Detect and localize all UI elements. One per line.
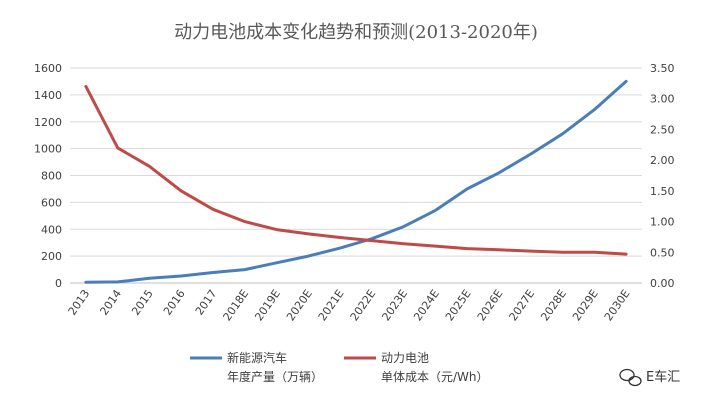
legend-label-production-line2: 年度产量（万辆） <box>227 369 323 384</box>
x-tick-label: 2019E <box>252 287 283 323</box>
left-tick-label: 1400 <box>34 89 62 102</box>
x-tick-label: 2026E <box>475 287 506 323</box>
left-tick-label: 1200 <box>34 116 62 129</box>
right-tick-label: 1.50 <box>650 185 675 198</box>
left-axis-ticks: 0 200 400 600 800 1000 1200 1400 1600 <box>34 62 62 290</box>
x-tick-label: 2017 <box>193 287 220 317</box>
left-tick-label: 200 <box>41 250 62 263</box>
left-tick-label: 800 <box>41 170 62 183</box>
right-tick-label: 0.00 <box>650 277 675 290</box>
x-tick-label: 2020E <box>284 287 315 323</box>
series-lines <box>84 79 628 284</box>
legend: 新能源汽车 年度产量（万辆） 动力电池 单体成本（元/Wh） <box>190 350 489 384</box>
x-tick-label: 2024E <box>411 287 442 323</box>
right-axis-ticks: 0.00 0.50 1.00 1.50 2.00 2.50 3.00 3.50 <box>650 62 675 290</box>
x-tick-label: 2029E <box>570 287 601 323</box>
wechat-icon <box>619 368 642 387</box>
x-tick-label: 2030E <box>602 287 633 323</box>
x-tick-label: 2021E <box>316 287 347 323</box>
x-tick-label: 2027E <box>507 287 538 323</box>
x-axis-ticks: 2013 2014 2015 2016 2017 2018E 2019E 2020E 2021E… <box>66 287 633 323</box>
left-tick-label: 1600 <box>34 62 62 75</box>
right-tick-label: 0.50 <box>650 246 675 259</box>
x-tick-label: 2018E <box>221 287 252 323</box>
x-tick-label: 2023E <box>379 287 410 323</box>
watermark: E车汇 <box>619 368 680 387</box>
right-tick-label: 2.50 <box>650 123 675 136</box>
x-tick-label: 2025E <box>443 287 474 323</box>
right-tick-label: 3.00 <box>650 93 675 106</box>
x-tick-label: 2028E <box>538 287 569 323</box>
legend-label-production-line1: 新能源汽车 <box>227 350 287 365</box>
x-tick-label: 2022E <box>348 287 379 323</box>
series-line-0 <box>84 79 628 284</box>
x-tick-label: 2013 <box>66 287 93 317</box>
x-tick-label: 2016 <box>161 287 188 317</box>
grid-lines <box>70 67 642 284</box>
left-tick-label: 1000 <box>34 143 62 156</box>
right-tick-label: 3.50 <box>650 62 675 75</box>
legend-label-battery-cost-line2: 单体成本（元/Wh） <box>381 370 489 384</box>
left-tick-label: 400 <box>41 223 62 236</box>
left-tick-label: 0 <box>55 277 62 290</box>
right-tick-label: 2.00 <box>650 154 675 167</box>
right-tick-label: 1.00 <box>650 216 675 229</box>
watermark-text: E车汇 <box>646 369 680 385</box>
legend-label-battery-cost-line1: 动力电池 <box>381 351 429 365</box>
x-tick-label: 2014 <box>97 287 124 317</box>
chart-title: 动力电池成本变化趋势和预测(2013-2020年) <box>174 22 538 43</box>
left-tick-label: 600 <box>41 196 62 209</box>
series-line-1 <box>84 84 628 256</box>
x-tick-label: 2015 <box>129 287 156 317</box>
